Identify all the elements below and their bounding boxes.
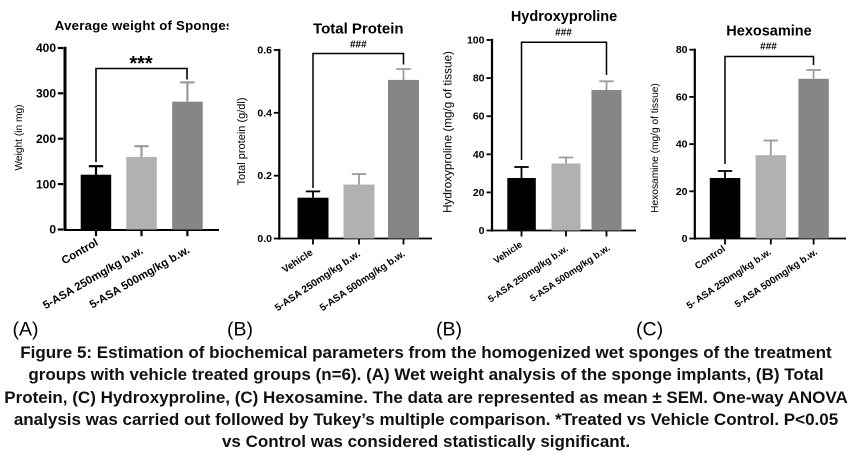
svg-text:Vehicle: Vehicle: [491, 239, 524, 266]
svg-text:60: 60: [676, 91, 688, 103]
svg-text:###: ###: [555, 28, 572, 39]
svg-text:40: 40: [473, 149, 485, 161]
svg-text:0.2: 0.2: [257, 170, 272, 182]
svg-text:Control: Control: [60, 237, 101, 267]
svg-text:0: 0: [479, 225, 485, 237]
svg-text:0: 0: [682, 233, 688, 245]
svg-text:Hexosamine: Hexosamine: [726, 24, 811, 40]
svg-text:20: 20: [676, 186, 688, 198]
svg-text:###: ###: [350, 40, 367, 51]
svg-text:Hydroxyproline: Hydroxyproline: [511, 9, 617, 25]
svg-text:***: ***: [129, 53, 153, 75]
svg-text:5-ASA 500mg/kg b.w.: 5-ASA 500mg/kg b.w.: [733, 247, 820, 311]
svg-text:20: 20: [473, 187, 485, 199]
svg-text:Average weight of Sponges: Average weight of Sponges: [55, 18, 234, 33]
svg-text:100: 100: [467, 35, 485, 47]
svg-text:200: 200: [36, 132, 56, 146]
svg-text:Control: Control: [693, 244, 728, 272]
svg-text:5- ASA 250mg/kg b.w.: 5- ASA 250mg/kg b.w.: [685, 247, 774, 312]
svg-text:5-ASA 500mg/kg b.w.: 5-ASA 500mg/kg b.w.: [318, 249, 408, 314]
svg-text:Hydroxyproline (mg/g of tissue: Hydroxyproline (mg/g of tissue): [441, 51, 454, 213]
svg-text:(B): (B): [227, 319, 253, 341]
svg-text:Total protein (g/dl): Total protein (g/dl): [236, 97, 248, 185]
svg-text:100: 100: [36, 177, 56, 191]
svg-text:0.4: 0.4: [257, 107, 272, 119]
svg-text:(C): (C): [636, 319, 663, 341]
svg-text:5-ASA 500mg/kg b.w.: 5-ASA 500mg/kg b.w.: [528, 242, 612, 304]
svg-text:###: ###: [760, 42, 777, 53]
svg-text:0.6: 0.6: [257, 45, 272, 57]
svg-text:(A): (A): [13, 319, 39, 341]
svg-text:300: 300: [36, 87, 56, 101]
svg-text:0: 0: [49, 223, 56, 237]
svg-text:0.0: 0.0: [257, 233, 272, 245]
svg-text:400: 400: [36, 41, 56, 55]
svg-text:60: 60: [473, 111, 485, 123]
svg-text:Total Protein: Total Protein: [313, 21, 404, 38]
svg-text:(B): (B): [436, 319, 462, 341]
svg-text:80: 80: [676, 44, 688, 56]
svg-text:Vehicle: Vehicle: [280, 247, 315, 276]
svg-text:40: 40: [676, 139, 688, 151]
svg-text:Hexosamine (mg/g of tissue): Hexosamine (mg/g of tissue): [650, 83, 661, 213]
svg-text:80: 80: [473, 73, 485, 85]
svg-text:Weight (in mg): Weight (in mg): [14, 104, 25, 170]
